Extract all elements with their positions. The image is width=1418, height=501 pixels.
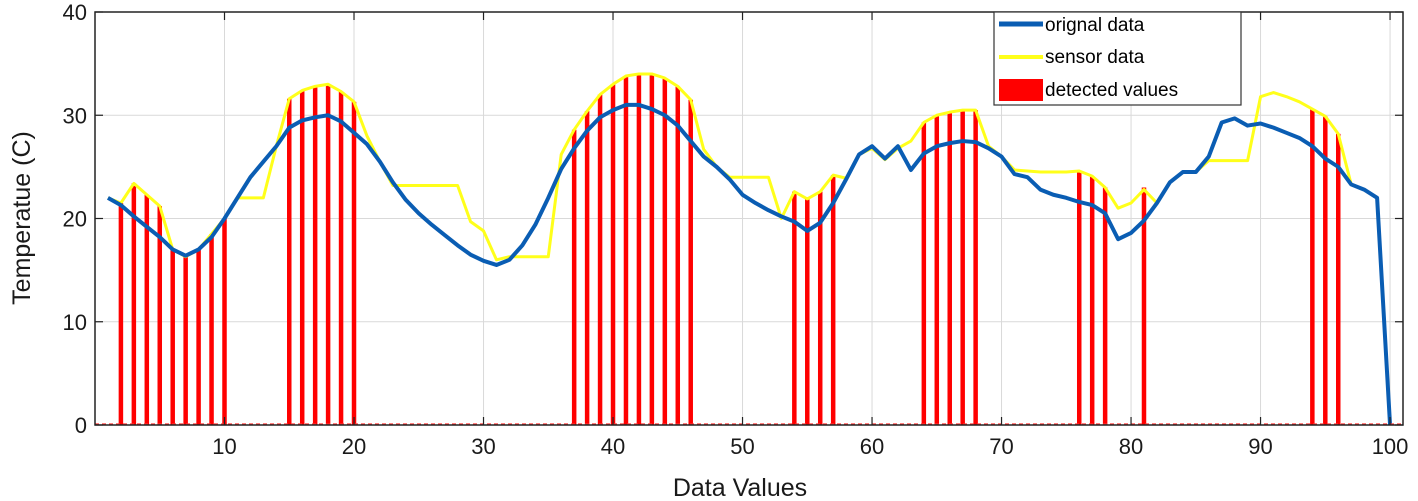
axis-ticks: 10 20 30 40 50 60 70 80 90 100 0 10 20 30 40 xyxy=(63,0,1409,459)
x-tick-label: 40 xyxy=(601,434,625,459)
legend-label-detected-values: detected values xyxy=(1045,80,1178,101)
legend: orignal data sensor data detected values xyxy=(993,11,1242,106)
y-tick-label: 10 xyxy=(63,310,87,335)
x-tick-label: 50 xyxy=(730,434,754,459)
legend-label-sensor-data: sensor data xyxy=(1045,47,1145,68)
x-tick-label: 80 xyxy=(1119,434,1143,459)
x-tick-label: 100 xyxy=(1372,434,1409,459)
y-tick-label: 30 xyxy=(63,103,87,128)
y-tick-label: 40 xyxy=(63,0,87,25)
y-tick-label: 20 xyxy=(63,207,87,232)
x-tick-label: 20 xyxy=(342,434,366,459)
legend-label-orignal-data: orignal data xyxy=(1045,15,1145,36)
x-axis-title: Data Values xyxy=(673,474,807,501)
x-tick-label: 10 xyxy=(212,434,236,459)
x-tick-label: 30 xyxy=(471,434,495,459)
series-line-orignal-data xyxy=(106,102,1393,426)
detected-values-stems xyxy=(118,73,1341,425)
x-tick-label: 90 xyxy=(1248,434,1272,459)
y-tick-label: 0 xyxy=(75,413,87,438)
x-tick-label: 60 xyxy=(860,434,884,459)
x-tick-label: 70 xyxy=(989,434,1013,459)
legend-swatch-detected-values xyxy=(999,79,1043,101)
y-axis-title: Temperatue (C) xyxy=(8,131,36,305)
